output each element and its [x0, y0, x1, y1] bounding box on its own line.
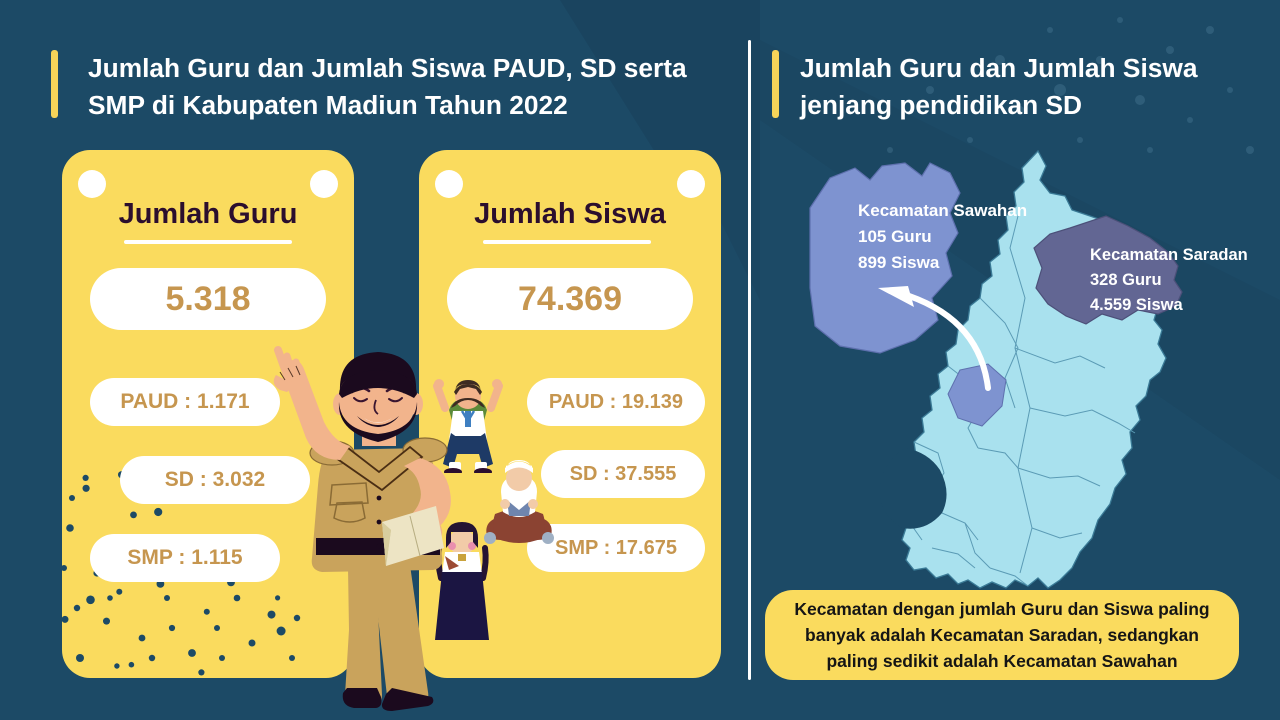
svg-text:4.559 Siswa: 4.559 Siswa: [1090, 296, 1183, 314]
svg-text:Kecamatan Sawahan: Kecamatan Sawahan: [858, 201, 1027, 220]
svg-text:105 Guru: 105 Guru: [858, 227, 932, 246]
svg-text:328 Guru: 328 Guru: [1090, 271, 1162, 289]
svg-text:Kecamatan Saradan: Kecamatan Saradan: [1090, 246, 1248, 264]
svg-text:899 Siswa: 899 Siswa: [858, 253, 940, 272]
